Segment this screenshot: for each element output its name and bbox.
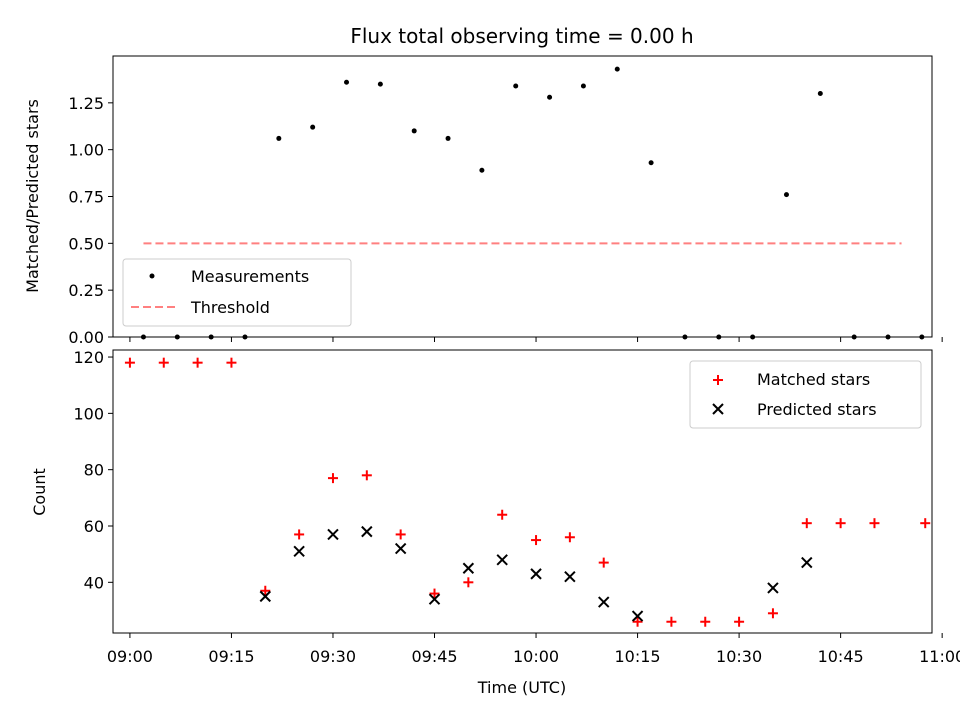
ratio-legend-box — [122, 258, 352, 327]
matched-star-point — [632, 616, 643, 627]
ratio-y-tick-label: 1.25 — [68, 94, 104, 113]
measurement-point — [344, 79, 350, 85]
ratio-y-axis-label: Matched/Predicted stars — [23, 99, 42, 293]
legend-matched-label: Matched stars — [757, 370, 870, 389]
matched-star-point — [260, 585, 271, 596]
predicted-star-point — [259, 590, 272, 603]
measurement-point — [783, 192, 789, 198]
measurement-point — [547, 94, 553, 100]
count-y-tick-label: 60 — [84, 517, 104, 536]
predicted-star-point — [428, 593, 441, 605]
ratio-y-tick-label: 0.00 — [68, 328, 104, 347]
chart-title: Flux total observing time = 0.00 h — [350, 24, 693, 48]
ratio-axes-frame — [112, 55, 933, 338]
matched-star-point — [531, 535, 542, 546]
count-axes-frame — [112, 349, 933, 634]
ratio-panel: 0.00 0.25 0.50 0.75 1.00 1.25 Matched/Predict… — [23, 55, 943, 347]
measurement-point — [513, 83, 519, 89]
x-tick-label: 11:00 — [919, 647, 960, 666]
matched-star-point — [497, 509, 508, 520]
count-y-ticks: 40 60 80 100 120 — [73, 348, 113, 592]
count-marks — [124, 357, 931, 627]
legend-threshold-label: Threshold — [190, 298, 270, 317]
count-y-tick-label: 40 — [84, 573, 104, 592]
count-y-tick-label: 100 — [73, 404, 104, 423]
matched-star-point — [801, 518, 812, 529]
matched-star-point — [700, 616, 711, 627]
predicted-star-point — [598, 596, 610, 608]
measurement-point — [411, 128, 417, 134]
count-x-ticks: 09:00 09:15 09:30 09:45 10:00 10:15 10:30 10:45… — [107, 633, 960, 666]
matched-star-point — [666, 616, 677, 627]
predicted-star-point — [361, 525, 373, 538]
x-tick-label: 10:45 — [818, 647, 864, 666]
x-tick-label: 10:30 — [716, 647, 762, 666]
matched-star-point — [767, 608, 778, 619]
legend-measurements-marker — [149, 273, 155, 279]
matched-star-point — [598, 557, 609, 568]
matched-star-point — [124, 357, 135, 368]
matched-star-point — [361, 470, 372, 481]
ratio-y-tick-label: 1.00 — [68, 141, 104, 160]
ratio-y-tick-label: 0.50 — [68, 234, 104, 253]
ratio-y-ticks: 0.00 0.25 0.50 0.75 1.00 1.25 — [68, 94, 113, 347]
matched-star-point — [327, 473, 338, 484]
x-tick-label: 10:00 — [513, 647, 559, 666]
matched-star-point — [734, 616, 745, 627]
predicted-star-point — [801, 556, 813, 569]
count-panel: 40 60 80 100 120 09:00 09:15 09:30 09:45 10:00 10… — [30, 348, 960, 697]
matched-star-point — [869, 518, 880, 529]
legend-measurements-label: Measurements — [191, 267, 309, 286]
measurement-point — [614, 66, 620, 72]
measurement-point — [276, 135, 282, 141]
matched-star-point — [920, 518, 931, 529]
ratio-legend: Measurements Threshold — [122, 258, 352, 327]
ratio-y-tick-label: 0.75 — [68, 188, 104, 207]
matched-star-point — [158, 357, 169, 368]
predicted-star-point — [564, 570, 576, 583]
x-tick-label: 10:15 — [615, 647, 661, 666]
legend-predicted-label: Predicted stars — [757, 400, 877, 419]
count-legend: Matched stars Predicted stars — [689, 360, 922, 429]
x-tick-label: 09:00 — [107, 647, 153, 666]
predicted-star-point — [496, 554, 508, 566]
ratio-x-ticks — [129, 337, 943, 342]
matched-star-point — [226, 357, 237, 368]
predicted-star-point — [293, 545, 305, 558]
measurement-point — [479, 167, 485, 173]
x-tick-label: 09:30 — [310, 647, 356, 666]
count-y-tick-label: 80 — [84, 461, 104, 480]
predicted-star-point — [631, 610, 644, 622]
ratio-y-tick-label: 0.25 — [68, 281, 104, 300]
measurement-point — [377, 81, 383, 87]
measurement-point — [648, 160, 654, 166]
matched-star-point — [429, 588, 440, 599]
predicted-star-point — [530, 568, 542, 580]
matched-star-point — [835, 518, 846, 529]
measurement-point — [310, 124, 316, 130]
measurement-point — [580, 83, 586, 89]
count-legend-box — [689, 360, 922, 429]
predicted-star-point — [462, 562, 475, 574]
matched-star-point — [564, 532, 575, 543]
predicted-star-point — [767, 582, 779, 594]
count-y-axis-label: Count — [30, 468, 49, 516]
x-axis-label: Time (UTC) — [477, 678, 566, 697]
predicted-star-point — [394, 542, 407, 555]
measurement-point — [817, 90, 823, 96]
matched-star-point — [463, 577, 474, 588]
matched-star-point — [294, 529, 305, 540]
count-y-tick-label: 120 — [73, 348, 104, 367]
legend-predicted-marker — [712, 403, 724, 415]
matched-star-point — [395, 529, 406, 540]
x-tick-label: 09:15 — [208, 647, 254, 666]
measurement-point — [445, 135, 451, 141]
legend-matched-marker — [713, 375, 723, 385]
matched-star-point — [192, 357, 203, 368]
x-tick-label: 09:45 — [411, 647, 457, 666]
predicted-star-point — [327, 528, 339, 541]
